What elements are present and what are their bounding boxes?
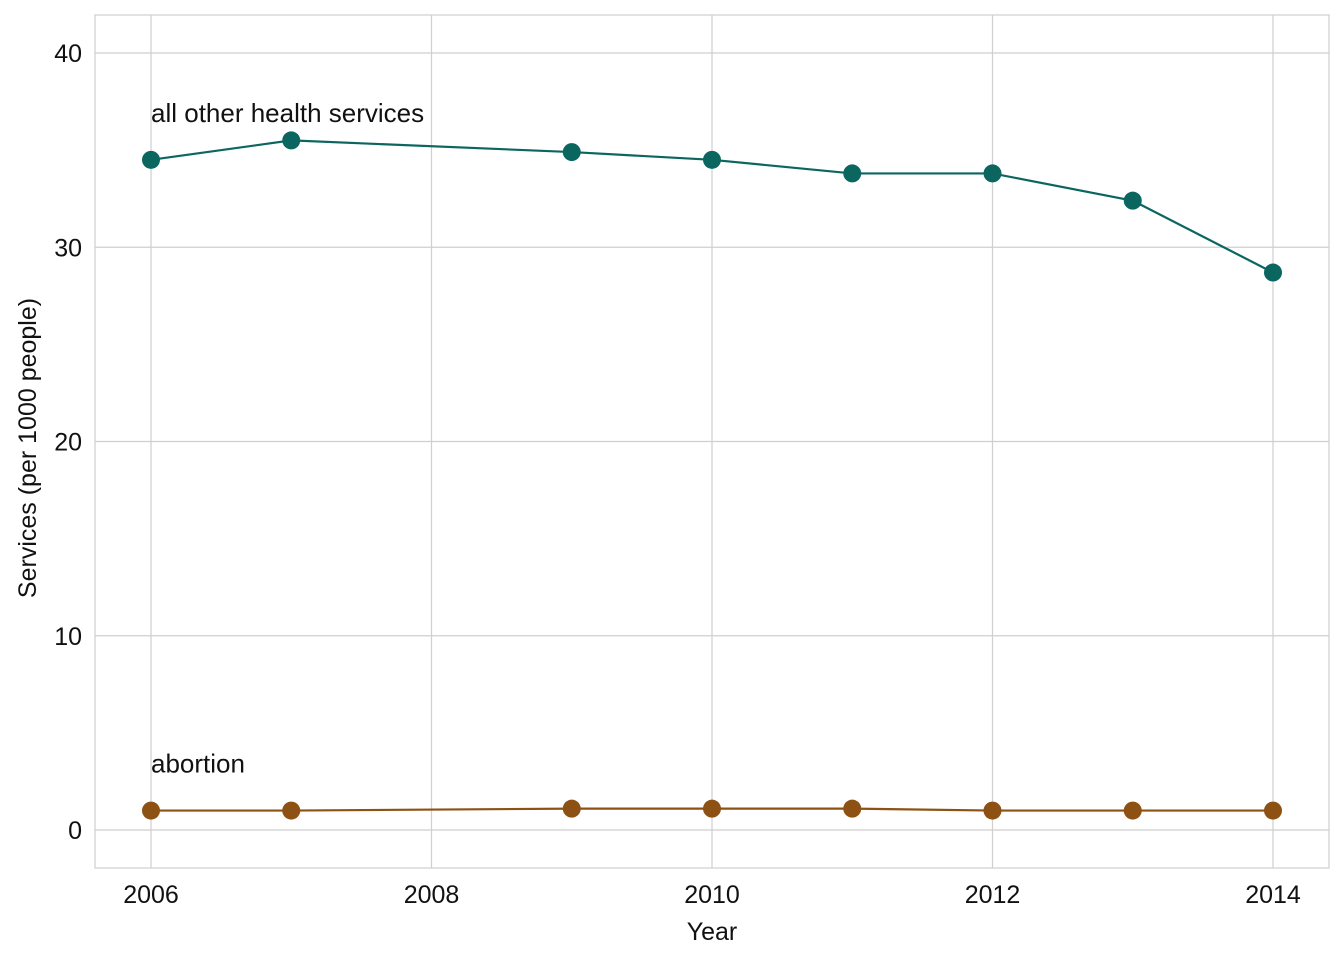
data-point [983, 801, 1002, 820]
x-axis-title: Year [687, 918, 738, 946]
x-tick-label: 2008 [404, 881, 460, 909]
x-tick-label: 2012 [965, 881, 1021, 909]
series-label: all other health services [151, 98, 424, 128]
series-0: all other health services [142, 98, 1282, 282]
data-point [703, 150, 721, 169]
data-point [562, 799, 581, 818]
y-tick-label: 30 [54, 234, 82, 262]
data-point [282, 801, 301, 820]
series-label: abortion [151, 749, 245, 779]
data-point [1264, 801, 1282, 820]
tick-layer: 2006 2008 2010 2012 2014 0 10 20 30 40 [54, 40, 1301, 909]
data-point [843, 164, 862, 183]
x-tick-label: 2010 [684, 881, 740, 909]
data-point [282, 131, 301, 150]
y-tick-label: 40 [54, 40, 82, 68]
y-tick-label: 10 [54, 623, 82, 651]
data-point [1123, 191, 1142, 210]
data-point [1123, 801, 1142, 820]
data-point [983, 164, 1002, 183]
series-line [150, 139, 1274, 274]
x-tick-label: 2006 [123, 881, 179, 909]
y-axis-title: Services (per 1000 people) [14, 298, 42, 598]
x-tick-label: 2014 [1245, 881, 1301, 909]
data-point [142, 801, 160, 820]
y-tick-label: 20 [54, 429, 82, 457]
series-line [151, 807, 1273, 812]
data-point [142, 150, 160, 169]
series-1: abortion [142, 749, 1282, 820]
data-point [562, 143, 581, 162]
plot-panel-border [94, 14, 1330, 869]
series-layer: all other health services abortion [142, 98, 1282, 820]
data-point [703, 799, 721, 818]
y-tick-label: 0 [68, 817, 82, 845]
data-point [1264, 263, 1282, 282]
data-point [843, 799, 862, 818]
